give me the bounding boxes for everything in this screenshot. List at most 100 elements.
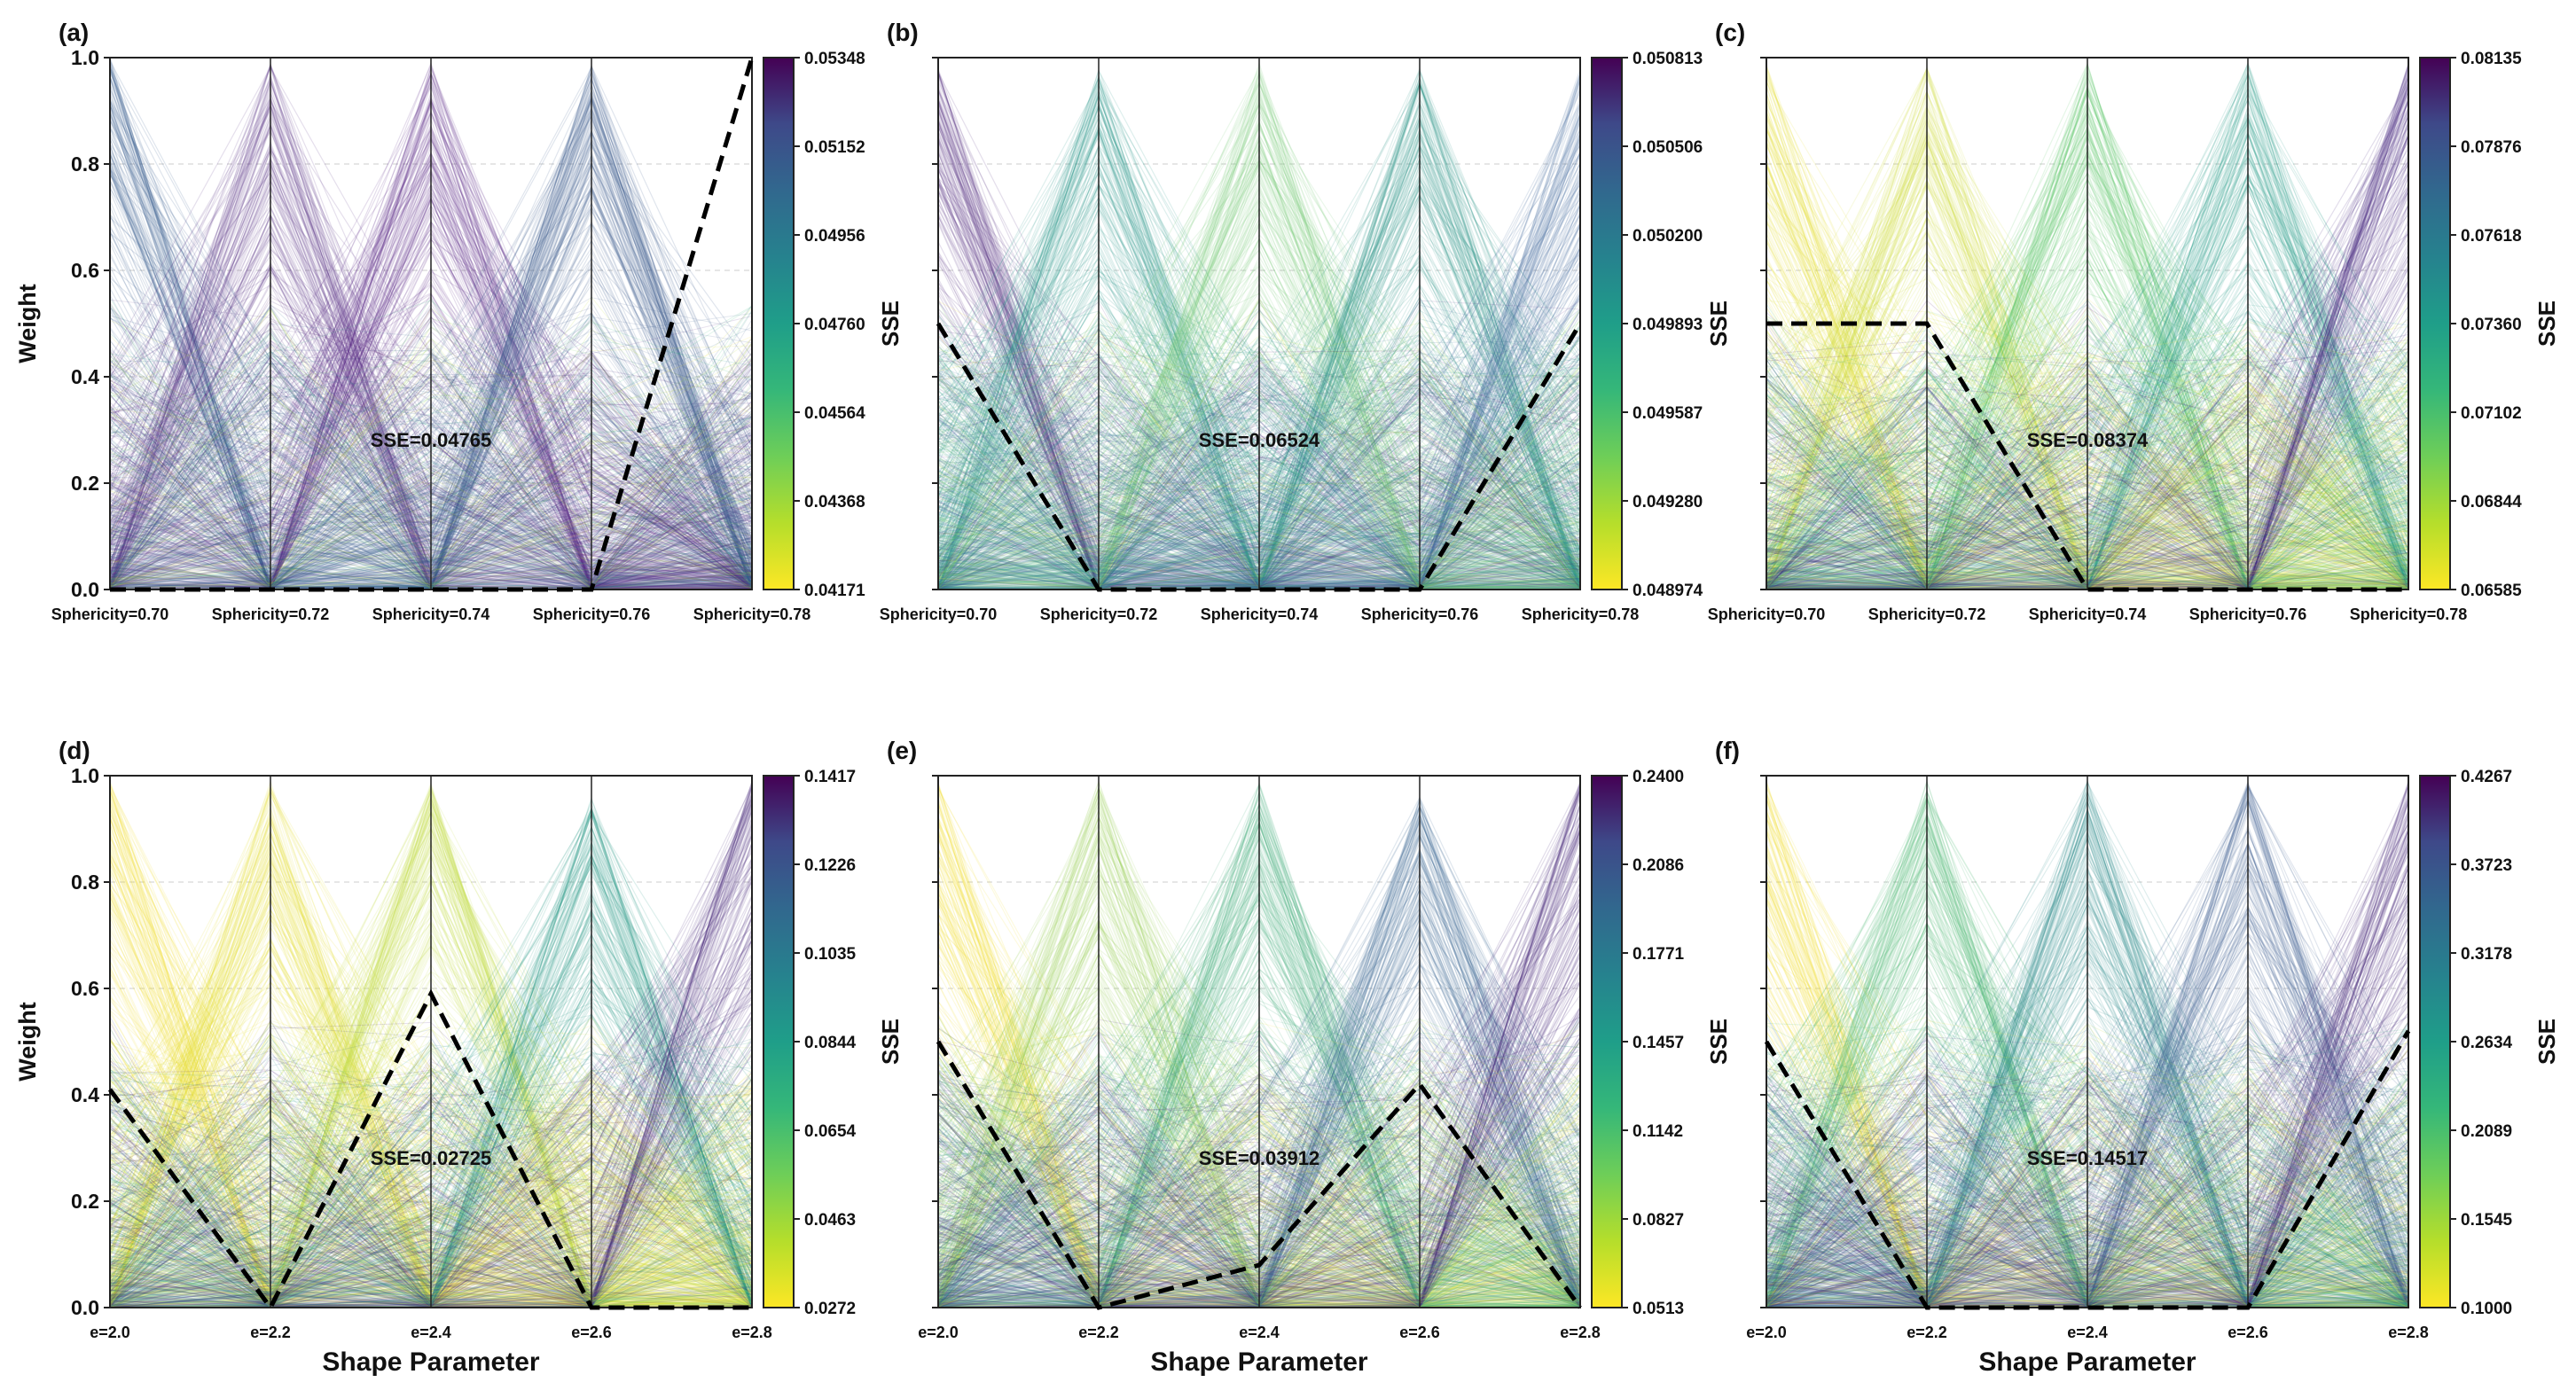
- background-line: [938, 1232, 1580, 1308]
- background-line: [110, 792, 752, 1308]
- colorbar-gradient: [2419, 57, 2451, 590]
- colorbar-tick-label: 0.04368: [804, 493, 865, 512]
- x-tick-label: Sphericity=0.74: [2029, 605, 2147, 623]
- optimal-line: [110, 57, 755, 592]
- background-line: [938, 75, 1580, 590]
- background-line: [938, 245, 1580, 590]
- background-line: [1766, 232, 2408, 590]
- background-line: [110, 433, 752, 590]
- background-line: [110, 916, 752, 1308]
- colorbar-tick-label: 0.050200: [1633, 227, 1703, 246]
- background-line: [110, 941, 752, 1308]
- background-line: [1766, 117, 2408, 590]
- y-tick-label: 0.8: [71, 871, 99, 894]
- background-line: [938, 146, 1580, 590]
- background-line: [938, 888, 1580, 1308]
- background-line: [938, 144, 1580, 590]
- background-line: [1766, 99, 2408, 590]
- background-line: [110, 791, 752, 1308]
- colorbar: 0.053480.051520.049560.047600.045640.043…: [763, 50, 904, 600]
- background-line: [938, 816, 1580, 1308]
- colorbar-tick-label: 0.06585: [2461, 582, 2522, 600]
- background-line: [110, 384, 752, 590]
- background-line: [110, 897, 752, 1308]
- background-line: [110, 908, 752, 1308]
- panel-label: (e): [887, 737, 917, 764]
- colorbar-tick-label: 0.06844: [2461, 493, 2522, 512]
- background-line: [938, 178, 1580, 590]
- panel-2: Sphericity=0.70 Sphericity=0.72 Sphericity…: [880, 19, 1732, 623]
- colorbar-tick-label: 0.08135: [2461, 50, 2522, 68]
- background-line: [110, 1052, 752, 1308]
- y-axis-label: Weight: [14, 284, 41, 363]
- background-line: [938, 945, 1580, 1308]
- background-line: [110, 316, 752, 590]
- background-line: [938, 978, 1580, 1308]
- colorbar-tick-label: 0.0827: [1633, 1211, 1684, 1230]
- sse-annotation: SSE=0.08374: [2027, 429, 2149, 451]
- colorbar-tick-label: 0.0272: [804, 1300, 856, 1318]
- background-line: [1766, 115, 2408, 590]
- background-line: [110, 820, 752, 1308]
- background-line: [938, 116, 1580, 590]
- background-line: [110, 184, 752, 590]
- background-line: [938, 267, 1580, 590]
- x-tick-label: Sphericity=0.78: [693, 605, 811, 623]
- background-line: [938, 962, 1580, 1308]
- x-tick-label: Sphericity=0.76: [2189, 605, 2307, 623]
- colorbar-tick-label: 0.1457: [1633, 1034, 1684, 1052]
- background-line: [110, 979, 752, 1308]
- background-line: [110, 985, 752, 1308]
- background-line: [1766, 149, 2408, 590]
- sse-annotation: SSE=0.04765: [371, 429, 491, 451]
- background-line: [938, 163, 1580, 590]
- background-line: [110, 77, 752, 590]
- background-line: [110, 785, 752, 1308]
- colorbar-tick-label: 0.1417: [804, 768, 856, 786]
- x-axis-label: Shape Parameter: [322, 1347, 539, 1377]
- colorbar-tick-label: 0.0513: [1633, 1300, 1684, 1318]
- optimal-line: [936, 1040, 1583, 1310]
- colorbar: 0.24000.20860.17710.14570.11420.08270.05…: [1591, 768, 1732, 1318]
- x-axis-label: Shape Parameter: [1150, 1347, 1367, 1377]
- background-line: [110, 64, 752, 590]
- colorbar-tick-label: 0.04760: [804, 316, 865, 334]
- background-line: [1766, 231, 2408, 590]
- background-line: [1766, 317, 2408, 590]
- background-line: [938, 987, 1580, 1308]
- background-line: [938, 152, 1580, 590]
- colorbar-tick-label: 0.04171: [804, 582, 865, 600]
- colorbar: 0.081350.078760.076180.073600.071020.068…: [2419, 50, 2560, 600]
- background-line: [938, 293, 1580, 590]
- background-line: [938, 1123, 1580, 1308]
- colorbar-label: SSE: [2533, 301, 2560, 347]
- background-line: [938, 285, 1580, 590]
- x-tick-label: e=2.8: [732, 1324, 772, 1341]
- background-line: [110, 1060, 752, 1308]
- background-line: [110, 333, 752, 590]
- x-tick-label: Sphericity=0.72: [1868, 605, 1986, 623]
- background-line: [938, 1005, 1580, 1308]
- background-line: [938, 129, 1580, 590]
- y-tick-label: 1.0: [71, 764, 99, 787]
- background-line: [110, 796, 752, 1308]
- background-line: [938, 371, 1580, 590]
- x-tick-label: Sphericity=0.78: [2350, 605, 2468, 623]
- background-line: [110, 1075, 752, 1308]
- background-line: [938, 275, 1580, 590]
- background-line: [938, 70, 1580, 590]
- background-line: [110, 853, 752, 1308]
- background-line: [938, 329, 1580, 590]
- background-line: [938, 978, 1580, 1308]
- x-tick-label: Sphericity=0.70: [880, 605, 998, 623]
- colorbar-tick-label: 0.050506: [1633, 138, 1703, 157]
- background-line: [1766, 357, 2408, 590]
- colorbar-tick-label: 0.1226: [804, 856, 856, 875]
- background-line: [1766, 399, 2408, 590]
- background-line: [938, 908, 1580, 1308]
- background-line: [110, 896, 752, 1308]
- x-tick-label: e=2.6: [571, 1324, 612, 1341]
- background-line: [938, 119, 1580, 590]
- background-line: [1766, 355, 2408, 590]
